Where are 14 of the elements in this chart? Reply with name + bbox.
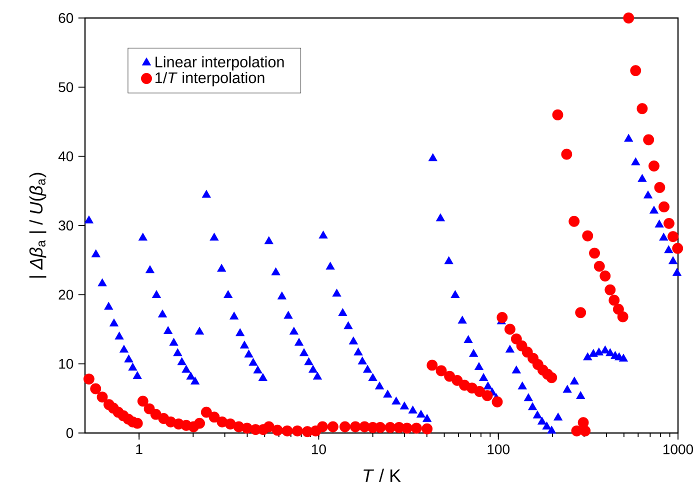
y-tick-label: 60 xyxy=(58,13,74,23)
legend-label: Linear interpolation xyxy=(156,56,284,70)
x-tick-label: 1 xyxy=(136,444,142,454)
y-tick-label: 50 xyxy=(58,82,74,92)
y-tick-label: 10 xyxy=(59,358,74,369)
x-axis-title: T / K xyxy=(364,468,401,482)
x-tick-label: 10 xyxy=(312,444,326,454)
y-tick-label: 0 xyxy=(66,428,74,438)
x-tick-label: 100 xyxy=(488,444,510,454)
legend-label: 1/T interpolation xyxy=(156,72,264,86)
y-tick-label: 40 xyxy=(58,151,74,162)
y-tick-label: 20 xyxy=(58,290,74,300)
x-tick-label: 1000 xyxy=(664,444,694,454)
y-tick-label: 30 xyxy=(58,220,74,230)
